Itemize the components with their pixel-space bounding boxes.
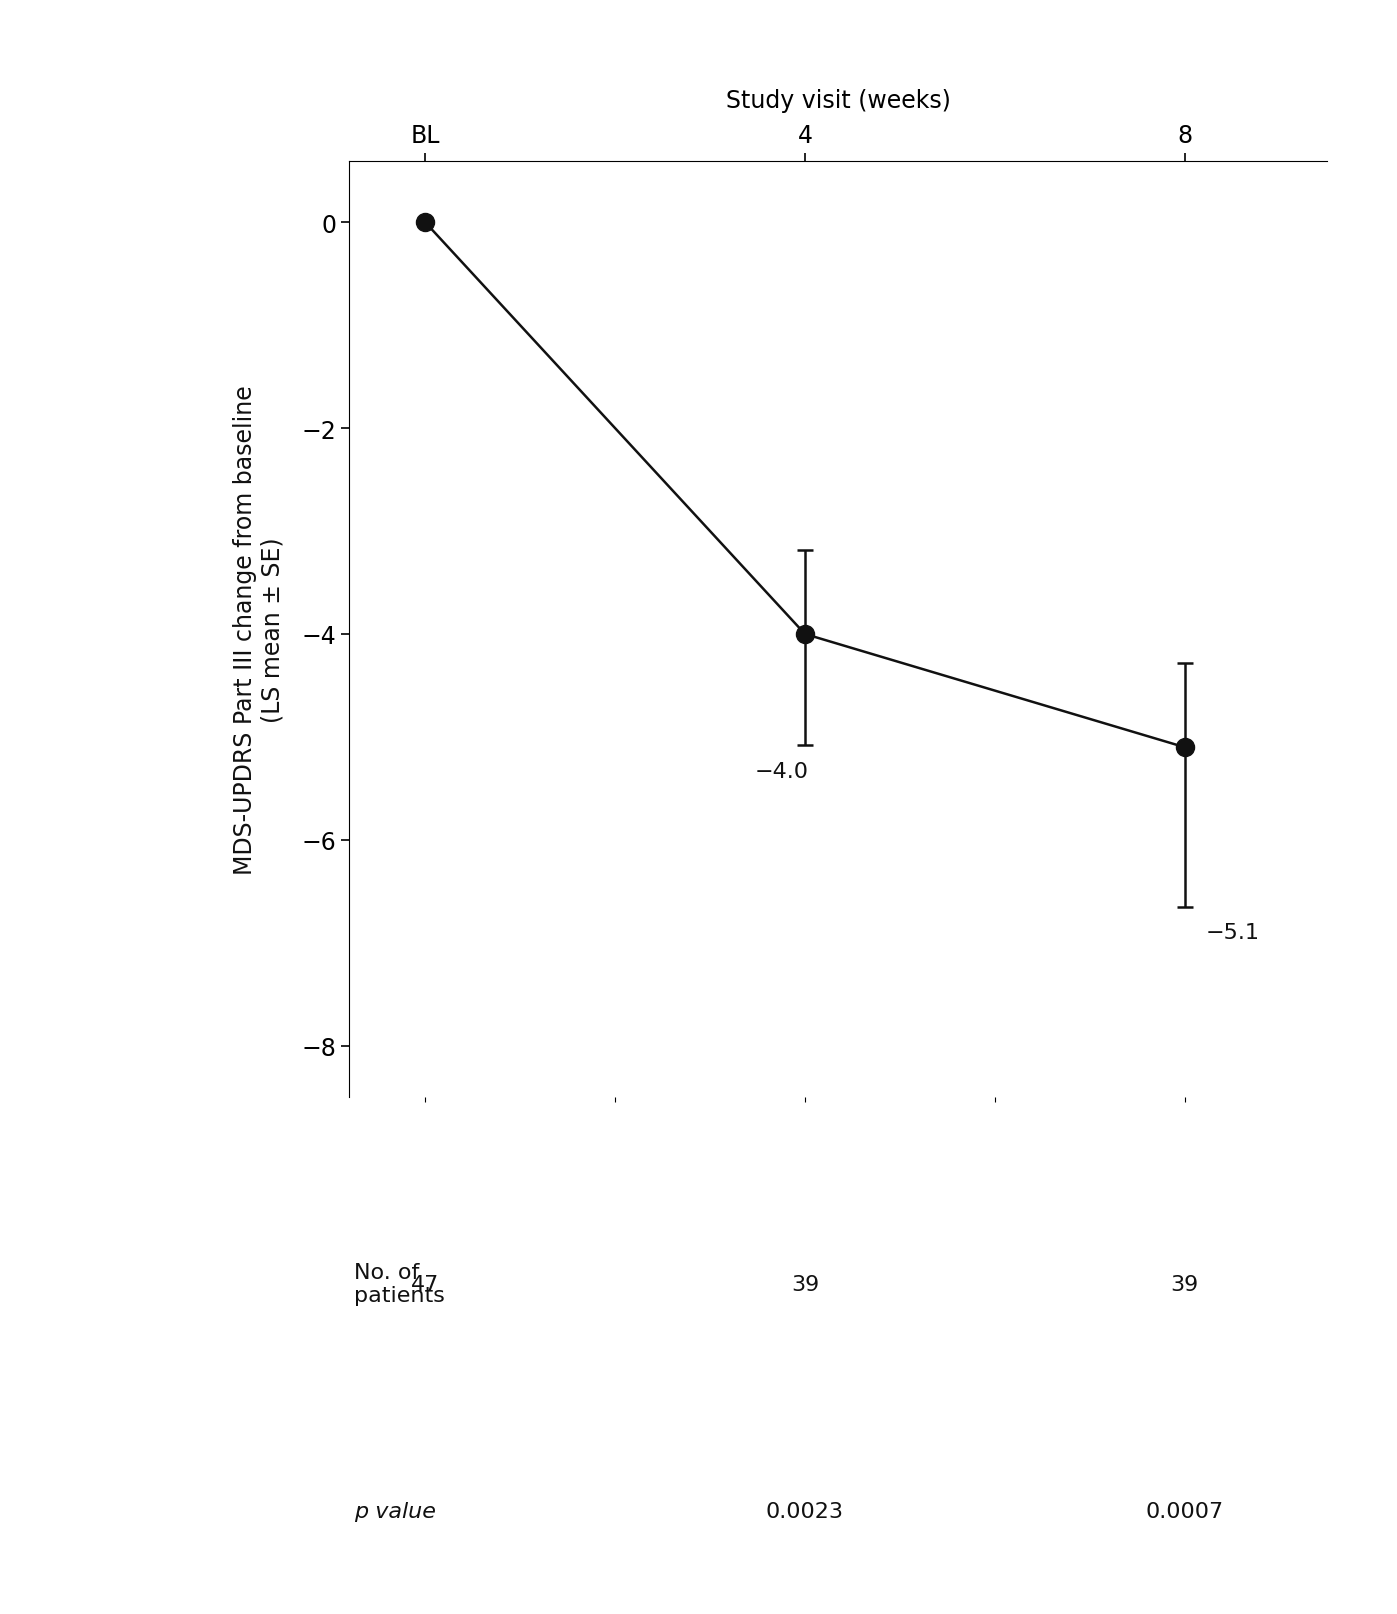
Text: No. of
patients: No. of patients — [353, 1262, 444, 1306]
Text: 0.0007: 0.0007 — [1146, 1501, 1224, 1520]
Text: −5.1: −5.1 — [1206, 923, 1259, 943]
Text: p value: p value — [353, 1501, 436, 1520]
X-axis label: Study visit (weeks): Study visit (weeks) — [726, 89, 950, 113]
Text: 39: 39 — [791, 1273, 819, 1294]
Text: Greater Improvement: Greater Improvement — [89, 410, 113, 699]
Y-axis label: MDS-UPDRS Part III change from baseline
(LS mean ± SE): MDS-UPDRS Part III change from baseline … — [233, 384, 285, 875]
Text: 47: 47 — [411, 1273, 439, 1294]
Text: 0.0023: 0.0023 — [766, 1501, 844, 1520]
Text: −4.0: −4.0 — [754, 762, 809, 781]
Text: 39: 39 — [1171, 1273, 1199, 1294]
